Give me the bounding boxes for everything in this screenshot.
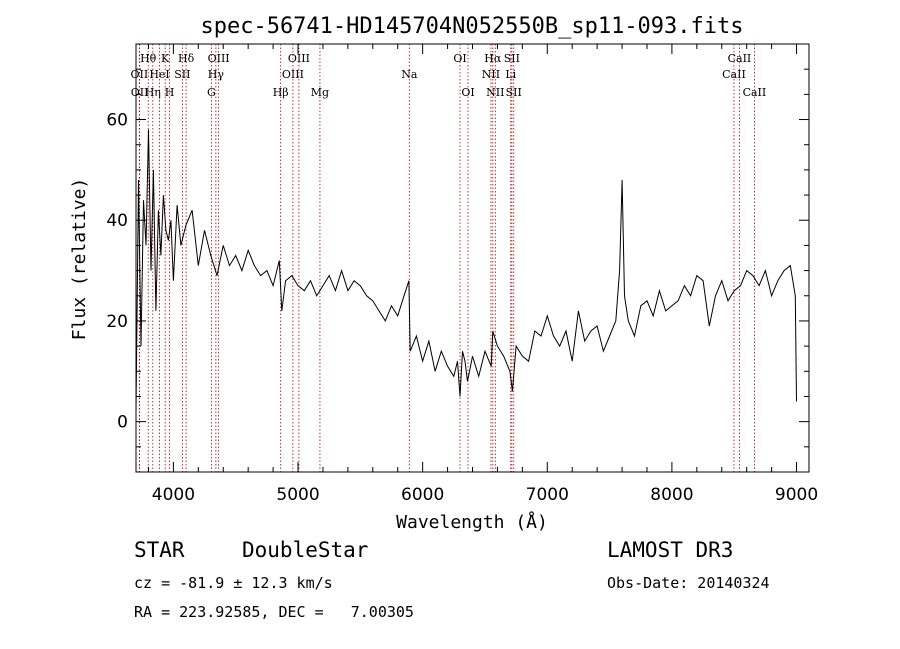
line-label: SII	[504, 52, 520, 65]
x-tick-label: 7000	[526, 485, 569, 505]
ra-dec-coordinates: RA = 223.92585, DEC = 7.00305	[134, 603, 414, 621]
x-axis-label: Wavelength (Å)	[396, 511, 548, 533]
line-label: G	[207, 86, 216, 99]
line-label: OIII	[208, 52, 230, 65]
line-label: CaII	[743, 86, 767, 99]
line-label: Hδ	[178, 52, 195, 65]
line-label: OI	[453, 52, 466, 65]
object-subclass: DoubleStar	[242, 538, 369, 562]
line-label: Hβ	[273, 86, 289, 99]
line-label: CaII	[722, 68, 746, 81]
emission-line-labels: OII OII Hθ Hη HeI K H SII Hδ G Hγ OIII Hβ OIII OIII Mg N…	[131, 52, 767, 99]
y-tick-label: 60	[106, 111, 128, 131]
y-tick-label: 20	[106, 312, 128, 332]
x-tick-label: 5000	[276, 485, 319, 505]
line-label: OII	[131, 86, 149, 99]
y-tick-label: 40	[106, 211, 128, 231]
chart-title: spec-56741-HD145704N052550B_sp11-093.fit…	[200, 14, 743, 39]
line-label: SII	[174, 68, 190, 81]
line-label: CaII	[728, 52, 752, 65]
x-axis: 4000 5000 6000 7000 8000 9000	[147, 44, 818, 505]
observation-date: Obs-Date: 20140324	[607, 574, 770, 592]
line-label: Mg	[311, 86, 329, 99]
line-label: OIII	[282, 68, 304, 81]
line-label: SII	[506, 86, 522, 99]
y-tick-label: 0	[117, 413, 128, 433]
line-label: Hθ	[140, 52, 157, 65]
line-label: NII	[486, 86, 504, 99]
line-label: HeI	[149, 68, 169, 81]
line-label: K	[161, 52, 170, 65]
line-label: Na	[401, 68, 418, 81]
x-tick-label: 9000	[775, 485, 818, 505]
spectrum-line	[135, 129, 797, 412]
y-axis: 0 20 40 60	[106, 68, 809, 473]
line-label: OII	[131, 68, 149, 81]
line-label: Hη	[145, 86, 161, 99]
line-label: OIII	[288, 52, 310, 65]
line-label: Li	[505, 68, 516, 81]
x-tick-label: 8000	[650, 485, 693, 505]
line-label: NII	[482, 68, 500, 81]
line-label: Hα	[484, 52, 502, 65]
redshift-velocity: cz = -81.9 ± 12.3 km/s	[134, 574, 333, 592]
line-label: OI	[461, 86, 474, 99]
emission-line-markers	[138, 44, 755, 472]
x-tick-label: 4000	[152, 485, 195, 505]
survey-name: LAMOST DR3	[607, 538, 734, 562]
line-label: Hγ	[208, 68, 225, 81]
x-tick-label: 6000	[401, 485, 444, 505]
object-class: STAR	[134, 538, 185, 562]
line-label: H	[165, 86, 175, 99]
y-axis-label: Flux (relative)	[69, 178, 90, 341]
